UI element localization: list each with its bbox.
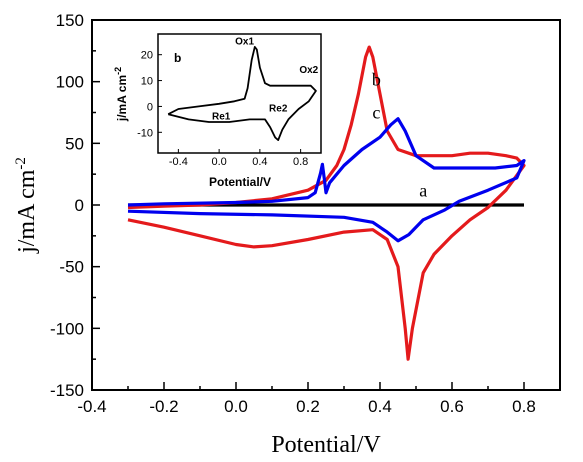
x-tick-label: -0.4 <box>77 397 106 416</box>
y-axis-title-main: j/mA cm <box>14 169 40 254</box>
y-tick-label: 150 <box>56 11 84 30</box>
inset-y-axis-title: j/mA cm-2 <box>113 67 129 122</box>
inset-curves <box>167 46 317 141</box>
y-axis-title: j/mA cm-2 <box>13 157 40 254</box>
y-tick-label: 100 <box>56 73 84 92</box>
y-tick-label: 10 <box>141 76 153 88</box>
x-tick-label: 0.6 <box>440 397 464 416</box>
inset-plot-frame <box>157 33 322 154</box>
main-curves <box>127 45 526 361</box>
x-tick-label: -0.4 <box>169 156 188 168</box>
x-tick-label: 0.0 <box>211 156 226 168</box>
y-tick-label: -100 <box>50 319 84 338</box>
x-tick-label: 0.0 <box>224 397 248 416</box>
series-line-b <box>127 45 526 361</box>
curve-label: Ox2 <box>299 65 318 76</box>
inset-axis-ticks: -0.4 0.0 0.4 0.8 20 10 0 -10 <box>137 50 308 168</box>
series-line-0 <box>167 46 317 141</box>
inset-y-axis-title-main: j/mA cm <box>115 75 129 122</box>
x-tick-label: 0.8 <box>293 156 308 168</box>
curve-label: Re1 <box>212 111 231 122</box>
x-axis-title: Potential/V <box>271 432 381 458</box>
main-curve-labels: a bc <box>372 69 427 200</box>
inset-panel-label: b <box>174 51 181 65</box>
x-tick-label: 0.4 <box>252 156 267 168</box>
y-tick-label: 50 <box>65 134 84 153</box>
y-tick-label: -50 <box>59 258 84 277</box>
y-tick-label: 20 <box>141 50 153 62</box>
inset-x-axis-title: Potential/V <box>209 175 271 189</box>
series-line-c <box>127 117 526 243</box>
x-tick-label: 0.4 <box>368 397 392 416</box>
inset-annotations: Ox1 Ox2 Re1 Re2 <box>212 36 319 122</box>
y-tick-label: 0 <box>147 101 153 113</box>
curve-label: Ox1 <box>235 36 254 47</box>
x-tick-label: 0.8 <box>512 397 536 416</box>
y-tick-label: 0 <box>75 196 84 215</box>
curve-label: b <box>372 69 381 89</box>
curve-label: Re2 <box>269 104 288 115</box>
x-tick-label: 0.2 <box>296 397 320 416</box>
y-tick-label: -150 <box>50 381 84 400</box>
curve-label: a <box>419 180 427 200</box>
y-tick-label: -10 <box>137 127 153 139</box>
y-axis-title-sup: -2 <box>13 157 29 170</box>
inset-y-axis-title-sup: -2 <box>113 67 123 75</box>
curve-label: c <box>372 103 380 123</box>
x-tick-label: -0.2 <box>149 397 178 416</box>
main-axis-ticks: -0.4 -0.2 0.0 0.2 0.4 0.6 0.8150100500-50-100-… <box>50 11 536 416</box>
